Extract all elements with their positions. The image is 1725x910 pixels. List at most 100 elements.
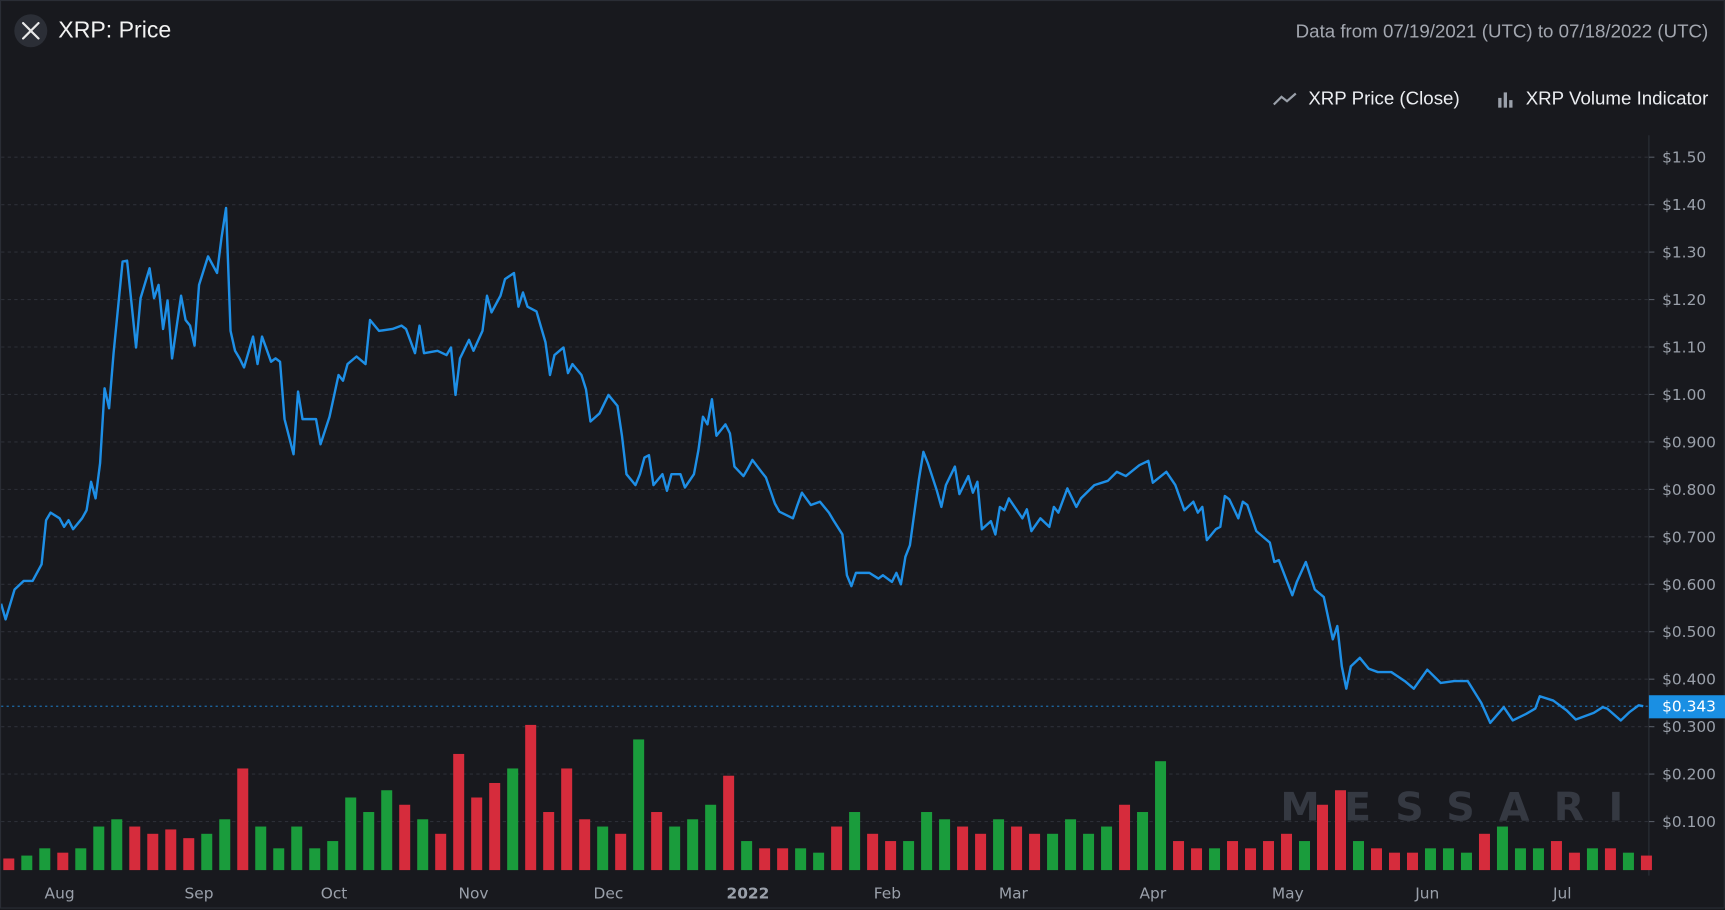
volume-bar xyxy=(723,775,735,871)
volume-bar xyxy=(111,819,123,871)
volume-bar xyxy=(1442,848,1454,871)
volume-bar xyxy=(759,848,771,871)
y-tick-label: $1.10 xyxy=(1662,339,1706,357)
volume-bar xyxy=(1550,841,1562,871)
x-tick-label: Mar xyxy=(999,885,1029,903)
legend-item-price[interactable]: XRP Price (Close) xyxy=(1273,88,1460,110)
volume-bar xyxy=(795,848,807,871)
x-tick-label: Dec xyxy=(594,885,624,903)
volume-bar xyxy=(687,819,699,871)
volume-bar xyxy=(669,826,681,871)
volume-bar xyxy=(1424,848,1436,871)
volume-bar xyxy=(1155,761,1167,871)
date-range: Data from 07/19/2021 (UTC) to 07/18/2022… xyxy=(1295,20,1709,42)
volume-bar xyxy=(1173,841,1185,871)
y-tick-label: $1.20 xyxy=(1662,291,1706,309)
y-tick-label: $0.700 xyxy=(1662,528,1716,546)
volume-bar xyxy=(1299,841,1311,871)
volume-bar xyxy=(957,826,969,871)
volume-bar xyxy=(1604,848,1616,871)
y-tick-label: $0.200 xyxy=(1662,766,1716,784)
volume-bar xyxy=(129,826,141,871)
volume-bar xyxy=(1496,826,1508,871)
volume-bar xyxy=(1514,848,1526,871)
volume-bar xyxy=(237,768,249,871)
y-tick-label: $0.300 xyxy=(1662,718,1716,736)
volume-bar xyxy=(1532,848,1544,871)
volume-bar xyxy=(1101,826,1113,871)
price-line xyxy=(1,206,1644,725)
volume-bar xyxy=(219,819,231,871)
volume-bar xyxy=(507,768,519,871)
legend-item-volume[interactable]: XRP Volume Indicator xyxy=(1497,88,1708,110)
x-tick-label: Apr xyxy=(1140,885,1167,903)
legend-label: XRP Price (Close) xyxy=(1308,88,1460,109)
volume-bar xyxy=(849,812,861,871)
y-tick-label: $0.600 xyxy=(1662,576,1716,594)
x-tick-label: Oct xyxy=(321,885,348,903)
volume-bar xyxy=(741,841,753,871)
volume-bar xyxy=(435,833,447,871)
volume-bar xyxy=(363,812,375,871)
volume-bar xyxy=(327,841,339,871)
y-tick-label: $0.500 xyxy=(1662,623,1716,641)
chart-title: XRP: Price xyxy=(58,17,172,43)
volume-bar xyxy=(399,804,411,871)
volume-bar xyxy=(525,724,537,871)
volume-bar xyxy=(921,812,933,871)
volume-bar xyxy=(1011,826,1023,871)
volume-bar xyxy=(579,819,591,871)
volume-bar xyxy=(291,826,303,871)
volume-bar xyxy=(255,826,267,871)
volume-bar xyxy=(1568,852,1580,871)
volume-bar xyxy=(1029,833,1041,871)
volume-bar xyxy=(633,739,645,871)
y-tick-label: $0.400 xyxy=(1662,671,1716,689)
legend-label: XRP Volume Indicator xyxy=(1525,88,1709,109)
volume-bar xyxy=(1281,833,1293,871)
volume-bar xyxy=(1317,804,1329,871)
volume-bar xyxy=(1137,812,1149,871)
volume-bar xyxy=(1119,804,1131,871)
volume-bar xyxy=(831,826,843,871)
volume-bar xyxy=(993,819,1005,871)
volume-bar xyxy=(975,833,987,871)
volume-bar xyxy=(3,858,15,871)
volume-bar xyxy=(165,829,177,871)
current-price-label: $0.343 xyxy=(1662,698,1716,716)
volume-bar xyxy=(471,797,483,871)
volume-bar xyxy=(1388,852,1400,871)
volume-bar xyxy=(1263,841,1275,871)
volume-bar xyxy=(615,833,627,871)
volume-bar xyxy=(1586,848,1598,871)
volume-bar xyxy=(57,852,69,871)
x-tick-label: Sep xyxy=(185,885,214,903)
volume-bar xyxy=(1047,833,1059,871)
volume-bar xyxy=(1227,841,1239,871)
xrp-logo-icon xyxy=(14,14,48,48)
volume-bar xyxy=(1209,848,1221,871)
volume-bar xyxy=(1640,855,1652,871)
volume-bar xyxy=(597,826,609,871)
volume-bar xyxy=(309,848,321,871)
volume-bar xyxy=(1353,841,1364,871)
volume-bar xyxy=(183,838,195,871)
volume-bar xyxy=(273,848,285,871)
volume-bar xyxy=(21,855,33,871)
volume-bar xyxy=(1460,852,1472,871)
x-tick-label: Feb xyxy=(874,885,901,903)
volume-bar xyxy=(561,768,573,871)
volume-bar xyxy=(867,833,879,871)
x-tick-label: Aug xyxy=(45,885,75,903)
y-tick-label: $0.800 xyxy=(1662,481,1716,499)
volume-bar xyxy=(147,833,159,871)
volume-bar xyxy=(93,826,105,871)
y-tick-label: $1.50 xyxy=(1662,149,1706,167)
volume-bar xyxy=(903,841,915,871)
volume-bar xyxy=(813,852,825,871)
legend: XRP Price (Close) XRP Volume Indicator xyxy=(1273,88,1708,110)
volume-bar xyxy=(1406,852,1418,871)
line-chart-icon xyxy=(1273,92,1297,106)
